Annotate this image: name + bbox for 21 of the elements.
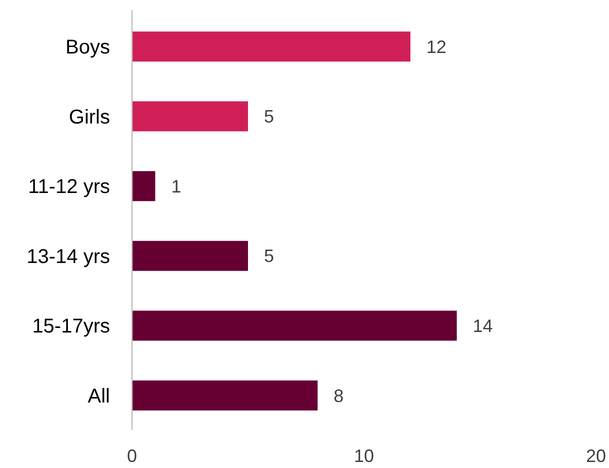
y-tick-label: 13-14 yrs [26, 246, 110, 268]
bar [132, 171, 156, 202]
data-label: 8 [334, 386, 344, 406]
bar [132, 380, 318, 410]
data-label: 5 [264, 106, 274, 127]
bar [132, 101, 248, 132]
data-label: 1 [171, 176, 182, 196]
x-tick-label: 20 [586, 446, 606, 466]
y-tick-label: All [88, 385, 110, 408]
y-tick-label: 15-17yrs [32, 316, 110, 338]
y-tick-label: 11-12 yrs [28, 176, 110, 198]
x-tick-label: 0 [126, 446, 138, 466]
bar [132, 310, 457, 341]
y-tick-label: Boys [66, 36, 110, 59]
y-tick-label: Girls [68, 106, 110, 128]
data-label: 12 [426, 36, 446, 57]
bar [132, 240, 248, 271]
x-tick-label: 10 [354, 446, 374, 466]
data-label: 14 [472, 316, 493, 336]
bar [132, 32, 410, 62]
data-label: 5 [264, 246, 274, 266]
